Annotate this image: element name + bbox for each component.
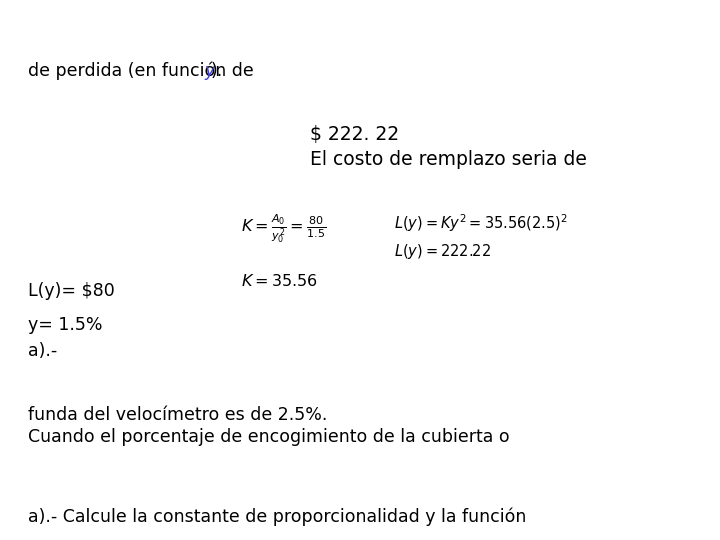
Text: a).- Calcule la constante de proporcionalidad y la función: a).- Calcule la constante de proporciona… (28, 508, 526, 526)
Text: y: y (204, 62, 215, 80)
Text: ).: ). (211, 62, 223, 80)
Text: $L(y)= 222.22$: $L(y)= 222.22$ (394, 241, 491, 260)
Text: y= 1.5%: y= 1.5% (28, 316, 102, 334)
Text: El costo de remplazo seria de: El costo de remplazo seria de (310, 150, 587, 169)
Text: $L(y)= Ky^2 = 35.56(2.5)^2$: $L(y)= Ky^2 = 35.56(2.5)^2$ (394, 212, 568, 234)
Text: $ 222. 22: $ 222. 22 (310, 125, 399, 144)
Text: a).-: a).- (28, 342, 58, 360)
Text: $K = \frac{A_0}{y_0^{\,2}} = \frac{80}{1.5}$: $K = \frac{A_0}{y_0^{\,2}} = \frac{80}{1… (240, 212, 326, 245)
Text: $K = 35.56$: $K = 35.56$ (240, 273, 318, 289)
Text: de perdida (en función de: de perdida (en función de (28, 62, 259, 80)
Text: funda del velocímetro es de 2.5%.: funda del velocímetro es de 2.5%. (28, 406, 328, 424)
Text: Cuando el porcentaje de encogimiento de la cubierta o: Cuando el porcentaje de encogimiento de … (28, 428, 510, 446)
Text: L(y)= $80: L(y)= $80 (28, 282, 114, 300)
